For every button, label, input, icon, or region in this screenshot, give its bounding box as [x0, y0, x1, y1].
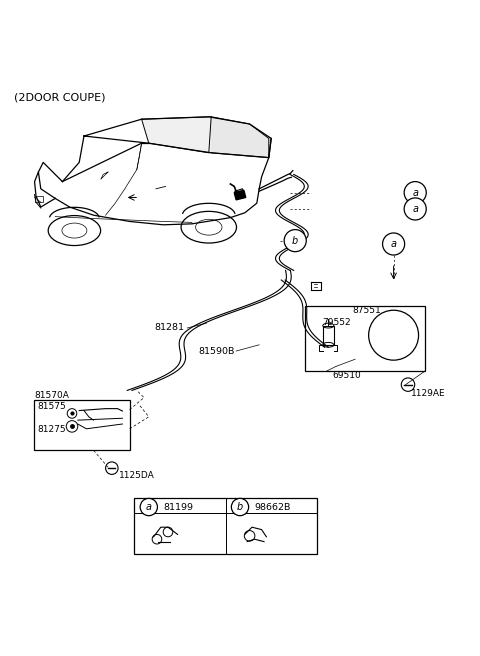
Text: (2DOOR COUPE): (2DOOR COUPE) [14, 92, 106, 103]
Circle shape [140, 499, 157, 516]
Text: a: a [146, 502, 152, 512]
Text: 81575: 81575 [37, 401, 66, 411]
Circle shape [383, 233, 405, 255]
Text: a: a [412, 188, 418, 197]
Text: 79552: 79552 [323, 318, 351, 327]
Text: 81275: 81275 [37, 425, 66, 434]
Text: a: a [412, 204, 418, 214]
Text: 1125DA: 1125DA [119, 472, 155, 480]
Text: b: b [237, 502, 243, 512]
Polygon shape [142, 117, 211, 153]
Text: 81570A: 81570A [35, 391, 70, 400]
Text: 87551: 87551 [353, 306, 382, 315]
Circle shape [231, 499, 249, 516]
Circle shape [404, 182, 426, 203]
Text: 81590B: 81590B [199, 346, 235, 356]
Circle shape [404, 198, 426, 220]
Text: 81199: 81199 [163, 502, 193, 512]
Text: a: a [391, 239, 396, 249]
Text: 98662B: 98662B [254, 502, 291, 512]
Circle shape [284, 230, 306, 252]
Text: 69510: 69510 [332, 371, 361, 380]
Polygon shape [211, 117, 269, 157]
Text: 81281: 81281 [155, 323, 185, 333]
Text: b: b [292, 236, 299, 245]
Polygon shape [234, 190, 246, 200]
Text: 1129AE: 1129AE [411, 389, 446, 398]
